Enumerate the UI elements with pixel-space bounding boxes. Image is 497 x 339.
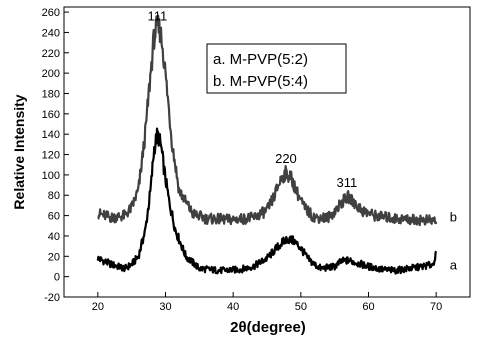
y-tick-label: 100 xyxy=(42,170,60,182)
x-tick-label: 30 xyxy=(159,301,171,313)
y-tick-label: 220 xyxy=(42,48,60,60)
y-tick-label: 20 xyxy=(48,251,60,263)
peak-label-311: 311 xyxy=(336,175,357,190)
y-tick-label: -20 xyxy=(44,292,60,304)
series-b-label: b xyxy=(450,210,457,225)
x-tick-label: 40 xyxy=(227,301,239,313)
legend-entry-b: b. M-PVP(5:4) xyxy=(213,73,308,90)
y-tick-label: 260 xyxy=(42,7,60,19)
legend: a. M-PVP(5:2) b. M-PVP(5:4) xyxy=(206,43,347,94)
x-tick-label: 20 xyxy=(92,301,104,313)
x-axis-title: 2θ(degree) xyxy=(230,319,306,336)
y-tick-label: 120 xyxy=(42,150,60,162)
annotation-layer: 111 220 311 xyxy=(147,8,357,190)
y-tick-label: 180 xyxy=(42,88,60,100)
x-tick-label: 70 xyxy=(430,301,442,313)
x-tick-label: 60 xyxy=(362,301,374,313)
plot-frame xyxy=(63,6,471,298)
y-tick-label: 160 xyxy=(42,109,60,121)
series-a-label: a xyxy=(450,257,458,272)
peak-label-111: 111 xyxy=(147,8,167,23)
x-tick-label: 50 xyxy=(295,301,307,313)
y-tick-label: 40 xyxy=(48,231,60,243)
y-tick-label: 200 xyxy=(42,68,60,80)
y-tick-label: 80 xyxy=(48,190,60,202)
y-axis-title: Relative Intensity xyxy=(11,94,27,209)
series-a-line xyxy=(96,127,438,275)
y-tick-label: 0 xyxy=(54,272,60,284)
axis-ticks: 20 30 40 50 60 70 -20 0 20 40 60 80 100 120 140 160 180 2… xyxy=(42,7,443,313)
y-tick-label: 60 xyxy=(48,211,60,223)
legend-box xyxy=(206,43,347,94)
legend-entry-a: a. M-PVP(5:2) xyxy=(213,51,308,68)
peak-label-220: 220 xyxy=(275,151,297,166)
series-b-line xyxy=(97,14,438,227)
y-tick-label: 240 xyxy=(42,27,60,39)
y-tick-label: 140 xyxy=(42,129,60,141)
series-layer: ab xyxy=(96,14,458,275)
